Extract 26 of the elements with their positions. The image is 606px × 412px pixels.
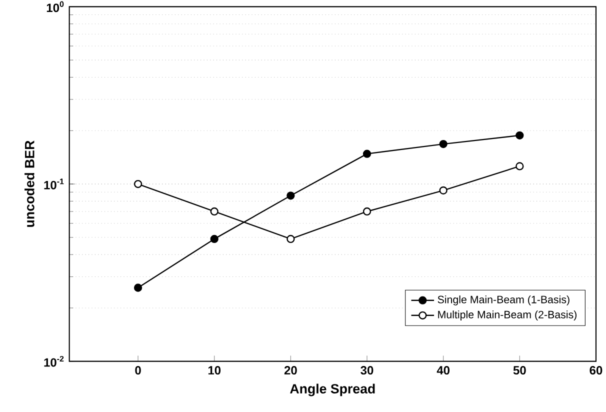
y-tick-label: 10$^{-1}$ xyxy=(44,178,64,190)
x-tick-label: 50 xyxy=(513,366,526,375)
x-tick-label: 10 xyxy=(208,366,221,375)
x-tick-label: 30 xyxy=(360,366,374,375)
point xyxy=(210,234,218,244)
point xyxy=(210,207,218,216)
x-axis-title: Angle Spread xyxy=(290,384,375,396)
point xyxy=(362,207,372,216)
point xyxy=(516,162,524,170)
x-tick-label: 20 xyxy=(284,366,297,375)
point xyxy=(286,192,295,200)
point xyxy=(134,284,142,292)
legend-label: Multiple Main-Beam (2-Basis) xyxy=(438,310,576,320)
point xyxy=(516,131,524,140)
y-tick-label: 10$^{-2}$ xyxy=(44,356,64,367)
point xyxy=(134,180,142,188)
point xyxy=(439,140,448,148)
y-tick-label: 10$^{0}$ xyxy=(46,1,64,12)
point xyxy=(362,150,372,158)
legend-label: Single Main-Beam (1-Basis) xyxy=(438,295,570,306)
point xyxy=(286,234,295,244)
x-tick-label: 0 xyxy=(135,366,141,375)
point xyxy=(439,186,448,194)
x-tick-label: 60 xyxy=(590,366,602,375)
x-tick-label: 40 xyxy=(436,366,450,375)
y-axis-title: uncoded BER xyxy=(24,140,34,227)
